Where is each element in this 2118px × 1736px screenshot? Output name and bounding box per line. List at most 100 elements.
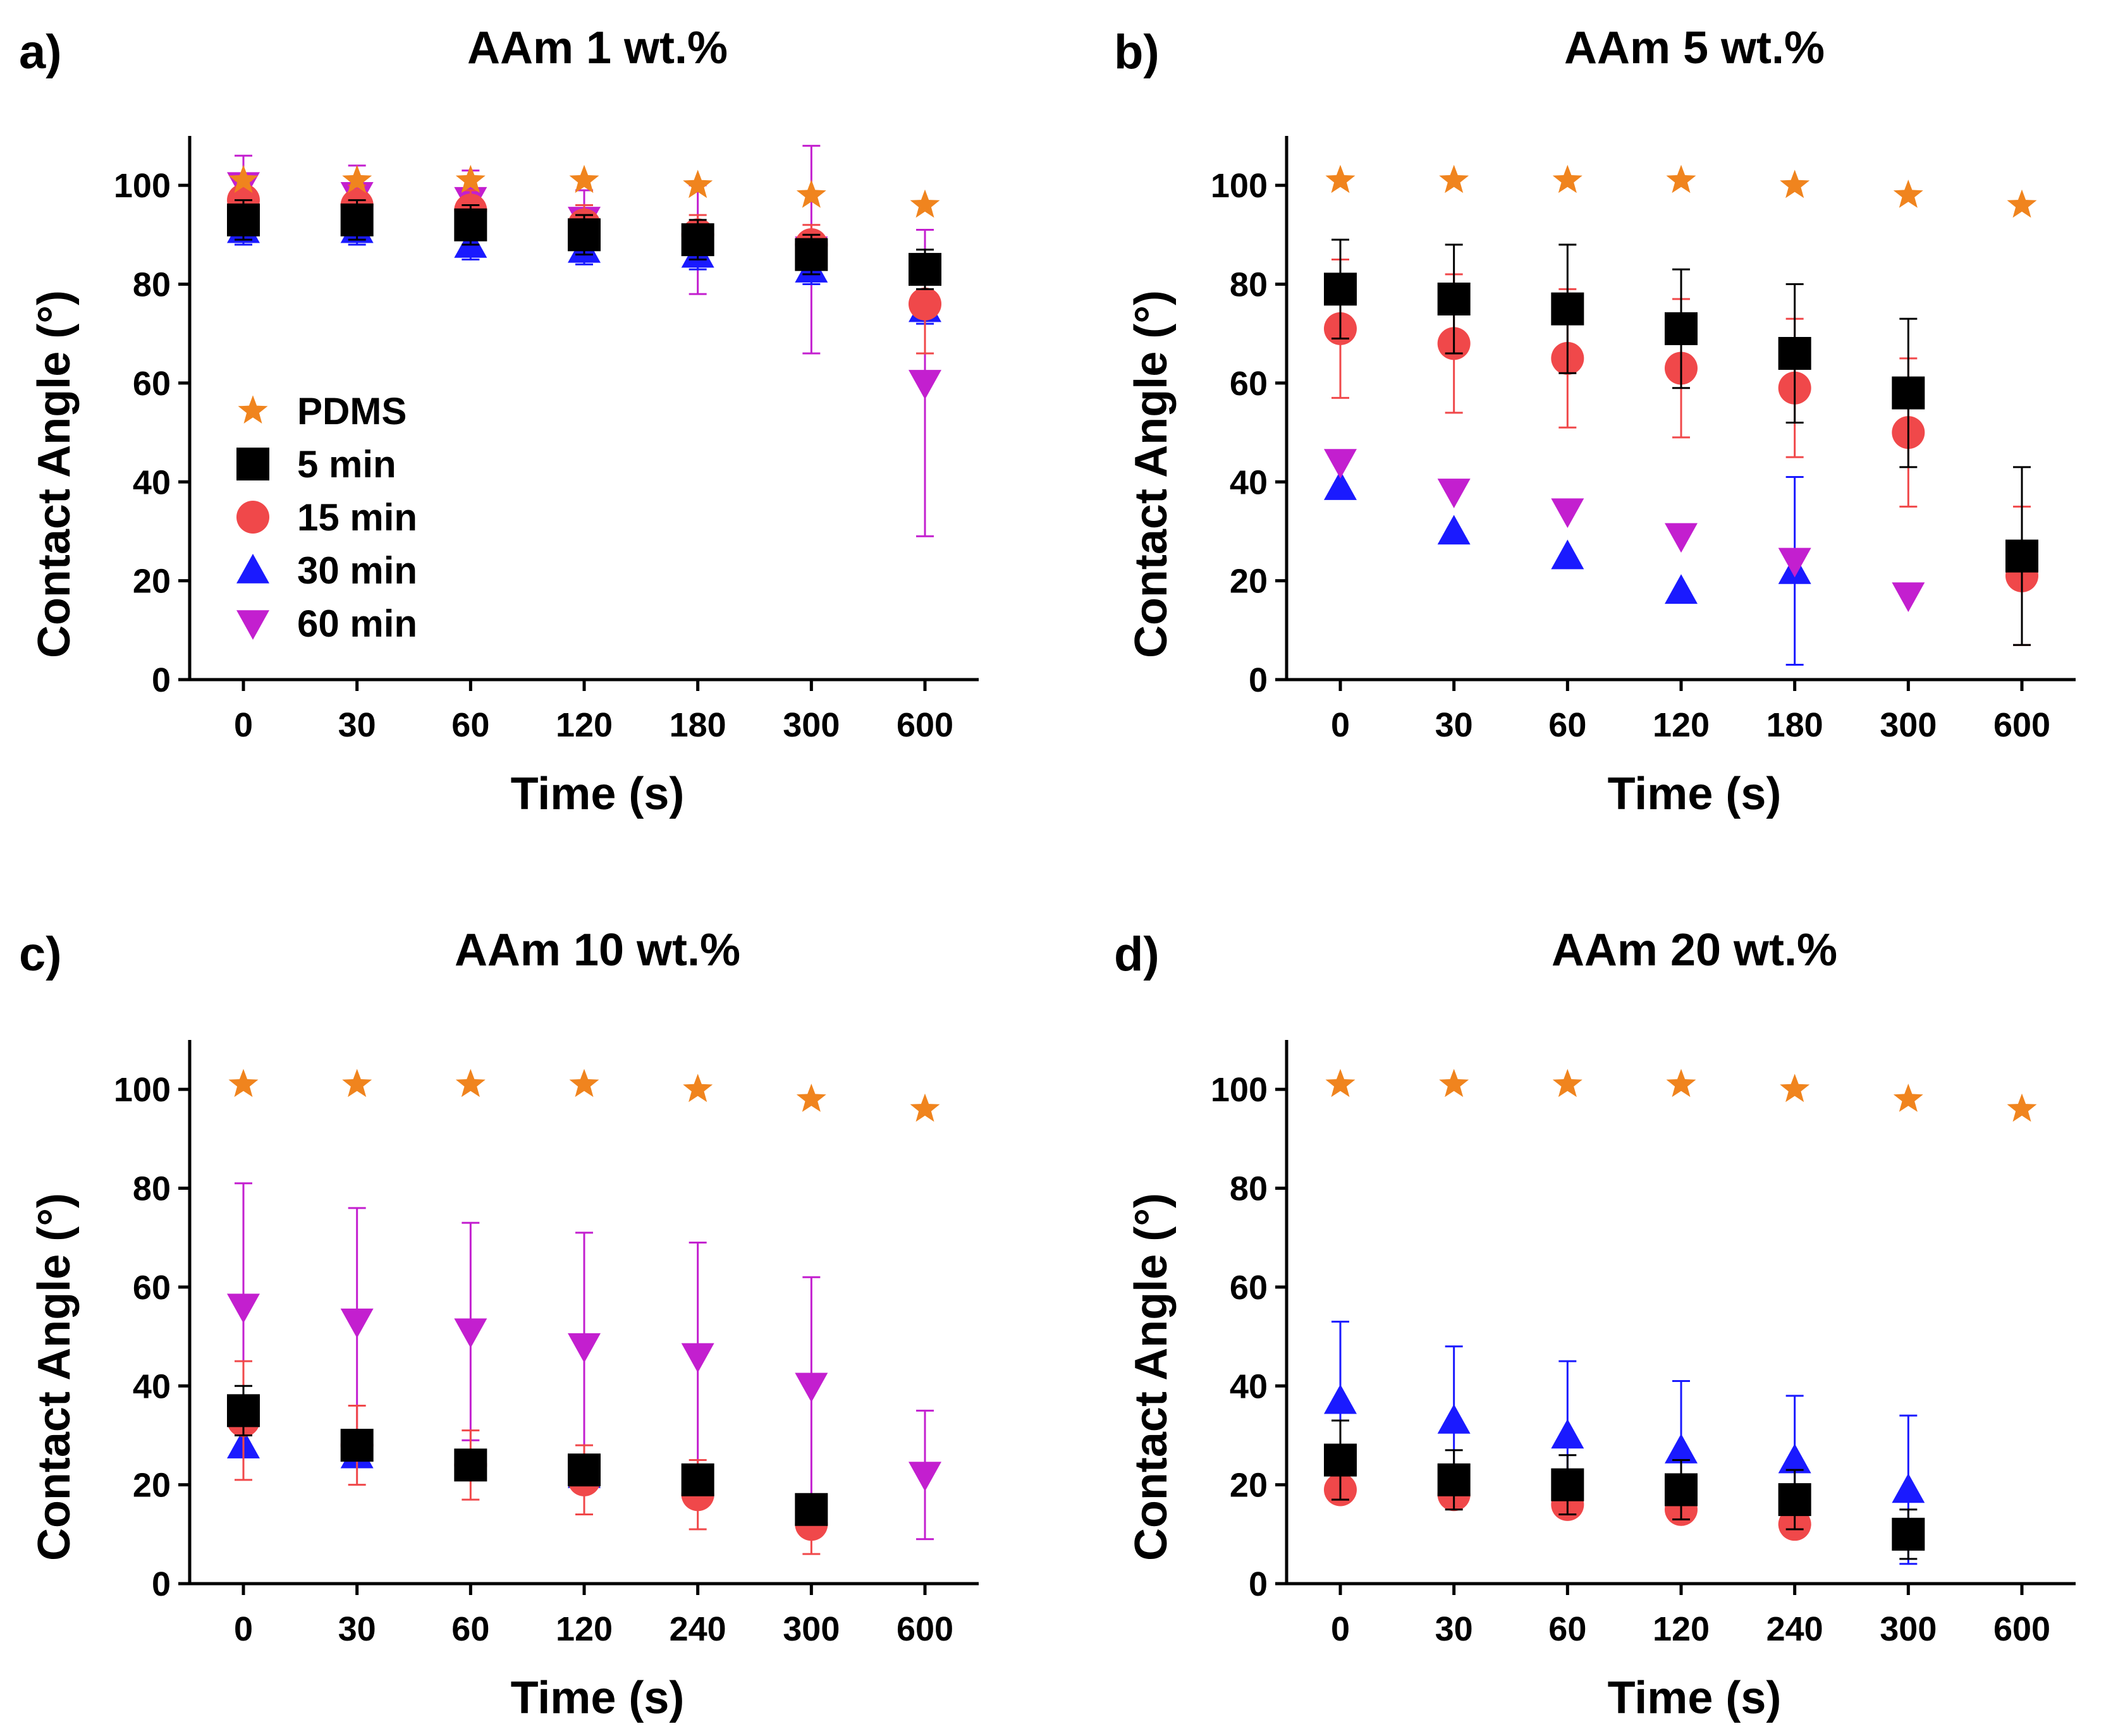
data-point-5-min (568, 1453, 601, 1487)
data-point-pdms (1552, 1068, 1582, 1097)
panel-letter: a) (19, 25, 62, 79)
x-tick-label: 0 (234, 1610, 253, 1648)
data-point-5-min (1892, 376, 1925, 410)
legend-label: 30 min (297, 549, 417, 592)
y-tick-label: 20 (133, 1467, 171, 1505)
legend-marker-5-min (236, 448, 269, 480)
y-tick-label: 20 (133, 563, 171, 601)
data-point-5-min (454, 208, 487, 241)
data-point-30-min (1665, 1433, 1698, 1464)
x-axis-label: Time (s) (511, 1673, 685, 1723)
data-point-5-min (1551, 292, 1584, 326)
y-tick-label: 40 (133, 463, 171, 501)
x-tick-label: 300 (1880, 706, 1937, 744)
y-tick-label: 0 (1249, 1565, 1268, 1603)
y-tick-label: 20 (1230, 1467, 1268, 1505)
data-point-60-min (1778, 547, 1811, 578)
data-point-pdms (228, 1068, 259, 1097)
data-point-5-min (1324, 1443, 1357, 1477)
data-point-5-min (1778, 337, 1811, 370)
legend-marker-60-min (236, 610, 269, 640)
data-point-5-min (1551, 1468, 1584, 1501)
panel-letter: d) (1114, 927, 1160, 981)
y-tick-label: 40 (1230, 1367, 1268, 1405)
x-tick-label: 60 (1548, 706, 1586, 744)
data-point-30-min (1665, 574, 1698, 604)
data-point-15-min (909, 287, 941, 321)
x-tick-label: 180 (670, 706, 726, 744)
x-tick-label: 30 (338, 706, 376, 744)
y-tick-label: 60 (133, 1269, 171, 1307)
y-tick-label: 80 (133, 1170, 171, 1208)
data-point-30-min (1551, 539, 1584, 570)
data-point-60-min (568, 1333, 601, 1363)
y-axis-label: Contact Angle (°) (29, 290, 80, 658)
x-tick-label: 180 (1766, 706, 1823, 744)
data-point-pdms (1325, 1068, 1356, 1097)
data-point-60-min (795, 1372, 828, 1403)
y-tick-label: 100 (1211, 167, 1268, 205)
data-point-pdms (228, 164, 259, 193)
y-axis-label: Contact Angle (°) (1126, 1193, 1177, 1561)
panel-b: b) AAm 5 wt.% Time (s) Contact Angle (°)… (1114, 23, 2076, 819)
panel-letter: c) (19, 927, 62, 981)
legend-marker-15-min (236, 501, 269, 534)
data-point-pdms (1325, 164, 1356, 193)
data-point-pdms (569, 164, 599, 193)
data-point-pdms (1439, 164, 1469, 193)
legend-label: PDMS (297, 390, 407, 432)
y-tick-label: 80 (1230, 1170, 1268, 1208)
x-tick-label: 120 (1653, 706, 1710, 744)
data-point-5-min (1665, 1473, 1698, 1507)
data-point-30-min (1324, 1384, 1357, 1414)
data-point-5-min (909, 253, 941, 286)
data-point-pdms (1552, 164, 1582, 193)
panel-title: AAm 20 wt.% (1552, 925, 1837, 975)
panel-d: d) AAm 20 wt.% Time (s) Contact Angle (°… (1114, 925, 2076, 1723)
legend-label: 60 min (297, 602, 417, 645)
y-tick-label: 40 (1230, 463, 1268, 501)
data-point-60-min (1437, 479, 1471, 508)
panel-a: a) AAm 1 wt.% Time (s) Contact Angle (°)… (19, 23, 979, 819)
data-point-pdms (569, 1068, 599, 1097)
y-tick-label: 0 (152, 661, 171, 699)
series-30-min (1324, 1321, 1925, 1565)
data-point-5-min (1437, 283, 1471, 315)
y-tick-label: 100 (114, 1071, 171, 1109)
series-pdms (228, 164, 940, 218)
data-point-60-min (1665, 523, 1698, 553)
x-axis-label: Time (s) (511, 769, 685, 819)
data-point-30-min (1778, 1443, 1811, 1474)
y-tick-label: 60 (1230, 1269, 1268, 1307)
data-point-pdms (683, 169, 713, 199)
data-point-pdms (1780, 1073, 1810, 1103)
data-point-30-min (1551, 1419, 1584, 1449)
x-tick-label: 300 (783, 706, 840, 744)
data-point-pdms (1780, 169, 1810, 199)
data-point-pdms (910, 189, 940, 218)
series-15-min (227, 179, 941, 355)
y-axis-label: Contact Angle (°) (1126, 290, 1177, 658)
x-axis-label: Time (s) (1608, 769, 1782, 819)
data-point-pdms (1439, 1068, 1469, 1097)
data-point-pdms (455, 1068, 486, 1097)
data-point-5-min (227, 1394, 260, 1427)
x-tick-label: 30 (1435, 1610, 1473, 1648)
series-pdms (1325, 164, 2037, 218)
x-tick-label: 600 (1993, 1610, 2050, 1648)
x-tick-label: 120 (556, 1610, 613, 1648)
legend-marker-30-min (236, 554, 269, 584)
data-point-5-min (568, 218, 601, 252)
x-tick-label: 600 (1993, 706, 2050, 744)
data-point-pdms (2007, 1093, 2037, 1122)
x-tick-label: 0 (1331, 1610, 1350, 1648)
panel-title: AAm 5 wt.% (1564, 23, 1825, 73)
data-point-60-min (454, 1318, 487, 1348)
data-point-pdms (455, 164, 486, 193)
series-5-min (227, 1385, 828, 1526)
data-point-5-min (1892, 1517, 1925, 1551)
data-point-pdms (796, 1084, 826, 1112)
data-point-60-min (1324, 449, 1357, 479)
data-point-pdms (910, 1093, 940, 1122)
data-point-5-min (681, 1463, 714, 1496)
